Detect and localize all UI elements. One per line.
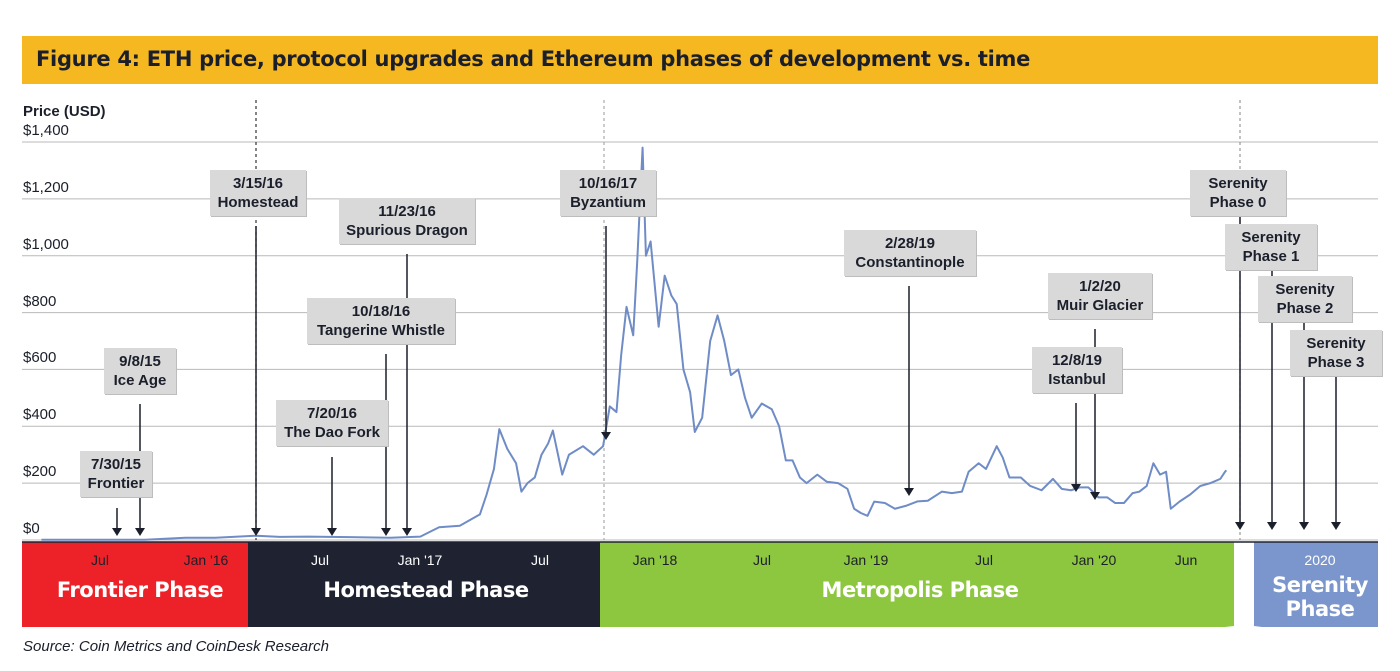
phase-label: Serenity Phase — [1272, 573, 1368, 621]
annotation-callout: 12/8/19 Istanbul — [1032, 347, 1122, 393]
annotation-callout: 11/23/16 Spurious Dragon — [339, 198, 475, 244]
annotation-label: Phase 2 — [1276, 300, 1334, 317]
source-note: Source: Coin Metrics and CoinDesk Resear… — [23, 638, 329, 655]
phase-break-left — [1225, 542, 1234, 627]
annotation-callout: 2/28/19 Constantinople — [844, 230, 976, 276]
x-tick-label: Jan '18 — [632, 552, 678, 568]
annotation-date: Serenity — [1241, 229, 1301, 246]
annotation-label: Muir Glacier — [1056, 297, 1144, 314]
annotation-label: Phase 0 — [1209, 194, 1267, 211]
annotation-callout: 3/15/16 Homestead — [210, 170, 306, 216]
annotation-arrowhead — [1299, 522, 1309, 530]
phase-bar-3 — [600, 542, 1225, 627]
annotation-callout: Serenity Phase 0 — [1190, 170, 1286, 216]
annotation-date: 12/8/19 — [1051, 352, 1103, 369]
annotation-date: 1/2/20 — [1079, 278, 1121, 295]
annotation-date: Serenity — [1306, 335, 1366, 352]
x-tick-label: Jan '17 — [397, 552, 443, 568]
annotation-callout: Serenity Phase 3 — [1290, 330, 1382, 376]
x-tick-label: Jul — [753, 552, 771, 568]
annotation-date: 9/8/15 — [119, 353, 161, 370]
annotation-date: 11/23/16 — [378, 203, 436, 220]
price-line — [41, 146, 1228, 541]
y-tick-label: $0 — [23, 520, 40, 537]
annotation-callout: 10/16/17 Byzantium — [560, 170, 656, 216]
annotation-label: Ice Age — [113, 372, 167, 389]
x-tick-label: 2020 — [1304, 552, 1336, 568]
annotation-label: Byzantium — [570, 194, 646, 211]
phase-bar-4 — [1262, 542, 1378, 627]
phase-label: Homestead Phase — [323, 578, 529, 602]
annotation-callout: Serenity Phase 1 — [1225, 224, 1317, 270]
annotation-arrowhead — [112, 528, 122, 536]
title-bar: Figure 4: ETH price, protocol upgrades a… — [22, 36, 1378, 84]
y-tick-label: $1,200 — [23, 178, 69, 196]
annotation-arrowhead — [1235, 522, 1245, 530]
annotation-callout: 9/8/15 Ice Age — [104, 348, 176, 394]
annotation-label: Tangerine Whistle — [316, 322, 446, 339]
x-tick-label: Jan '19 — [843, 552, 889, 568]
x-tick-label: Jan '16 — [183, 552, 229, 568]
y-tick-label: $1,400 — [23, 122, 69, 139]
annotation-callout: 7/20/16 The Dao Fork — [276, 400, 388, 446]
y-tick-label: $800 — [23, 292, 57, 310]
chart-title: Figure 4: ETH price, protocol upgrades a… — [36, 47, 1031, 71]
annotation-date: 7/30/15 — [90, 456, 142, 473]
annotation-arrowhead — [381, 528, 391, 536]
annotation-label: Phase 3 — [1307, 354, 1365, 371]
annotation-label: Istanbul — [1048, 371, 1106, 388]
annotation-arrowhead — [904, 488, 914, 496]
annotation-date: 2/28/19 — [884, 235, 936, 252]
annotation-arrowhead — [601, 432, 611, 440]
annotation-arrowhead — [1090, 492, 1100, 500]
annotation-label: Homestead — [217, 194, 299, 211]
annotation-callout: 10/18/16 Tangerine Whistle — [307, 298, 455, 344]
phase-bar-2 — [248, 542, 600, 627]
y-tick-label: $600 — [23, 349, 57, 367]
annotation-date: 3/15/16 — [232, 175, 284, 192]
annotation-label: The Dao Fork — [284, 424, 380, 441]
annotation-arrowhead — [1071, 484, 1081, 492]
annotation-date: 7/20/16 — [306, 405, 358, 422]
annotation-callout: 7/30/15 Frontier — [80, 451, 152, 497]
phase-bar-1 — [22, 542, 248, 627]
annotation-arrowhead — [327, 528, 337, 536]
annotation-date: 10/18/16 — [351, 303, 411, 320]
y-tick-label: $400 — [23, 406, 57, 424]
phase-label: Frontier Phase — [56, 578, 224, 602]
annotation-label: Phase 1 — [1242, 248, 1300, 265]
annotation-date: 10/16/17 — [578, 175, 638, 192]
x-tick-label: Jul — [91, 552, 109, 568]
y-axis-label: Price (USD) — [23, 103, 106, 120]
annotation-label: Frontier — [87, 475, 145, 492]
annotation-arrowhead — [1267, 522, 1277, 530]
x-tick-label: Jun — [1174, 552, 1198, 568]
annotation-arrowhead — [135, 528, 145, 536]
y-tick-label: $1,000 — [23, 235, 69, 253]
annotation-label: Constantinople — [855, 254, 965, 271]
phase-label: Metropolis Phase — [821, 578, 1019, 602]
x-tick-label: Jul — [975, 552, 993, 568]
phase-break-right — [1254, 542, 1262, 627]
y-tick-label: $200 — [23, 463, 57, 481]
x-tick-label: Jul — [311, 552, 329, 568]
annotation-arrowhead — [251, 528, 261, 536]
annotation-arrowhead — [1331, 522, 1341, 530]
annotation-label: Spurious Dragon — [346, 222, 468, 239]
x-tick-label: Jan '20 — [1071, 552, 1117, 568]
annotation-callout: 1/2/20 Muir Glacier — [1048, 273, 1152, 319]
x-tick-label: Jul — [531, 552, 549, 568]
annotation-date: Serenity — [1275, 281, 1335, 298]
annotation-callout: Serenity Phase 2 — [1258, 276, 1352, 322]
annotation-date: Serenity — [1208, 175, 1268, 192]
annotation-arrowhead — [402, 528, 412, 536]
